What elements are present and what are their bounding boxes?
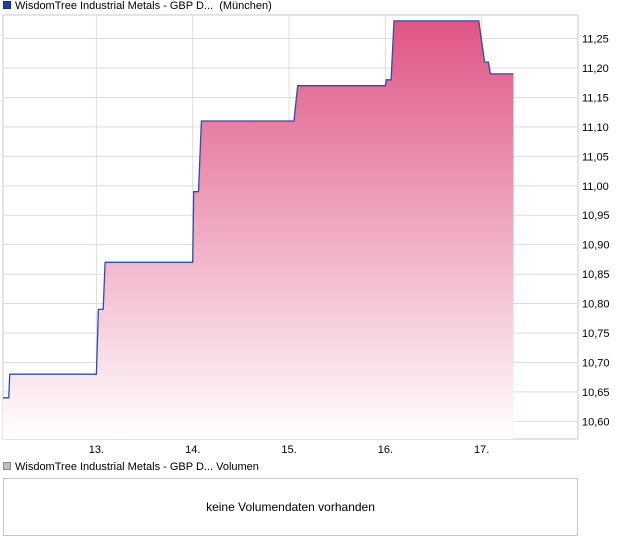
price-chart: 11,25 11,20 11,15 11,10 11,05 11,00 10,95 10,90… [2,14,610,456]
y-tick-label: 10,85 [582,269,610,281]
volume-series-swatch [3,462,11,471]
price-series-swatch [3,1,11,10]
x-tick-label: 15. [281,444,296,456]
price-series-name: WisdomTree Industrial Metals - GBP D... [15,0,214,12]
y-axis-labels: 11,25 11,20 11,15 11,10 11,05 11,00 10,95 10,90… [582,34,610,429]
volume-legend: WisdomTree Industrial Metals - GBP D... … [3,461,259,474]
x-tick-label: 13. [89,444,104,456]
y-tick-label: 10,75 [582,328,610,340]
no-volume-message: keine Volumendaten vorhanden [206,500,375,514]
y-tick-label: 10,65 [582,387,610,399]
y-tick-label: 11,15 [582,92,609,104]
price-series-exchange: (München) [219,0,272,12]
volume-panel: keine Volumendaten vorhanden [3,478,578,536]
y-tick-label: 11,10 [582,122,609,134]
y-tick-label: 10,90 [582,240,610,252]
x-tick-label: 14. [185,444,200,456]
price-legend: WisdomTree Industrial Metals - GBP D... … [3,0,272,13]
y-tick-label: 10,95 [582,210,610,222]
y-tick-label: 11,25 [582,34,609,46]
price-line [3,20,514,399]
y-tick-label: 11,00 [582,181,609,193]
y-tick-label: 10,60 [582,416,610,428]
y-tick-label: 10,70 [582,357,610,369]
x-axis-labels: 13. 14. 15. 16. 17. [89,444,490,456]
y-tick-label: 10,80 [582,299,610,311]
y-tick-label: 11,20 [582,63,609,75]
y-tick-label: 11,05 [582,151,609,163]
price-area [3,20,514,440]
x-tick-label: 17. [474,444,489,456]
x-tick-label: 16. [378,444,393,456]
volume-series-label: WisdomTree Industrial Metals - GBP D... … [15,461,259,473]
